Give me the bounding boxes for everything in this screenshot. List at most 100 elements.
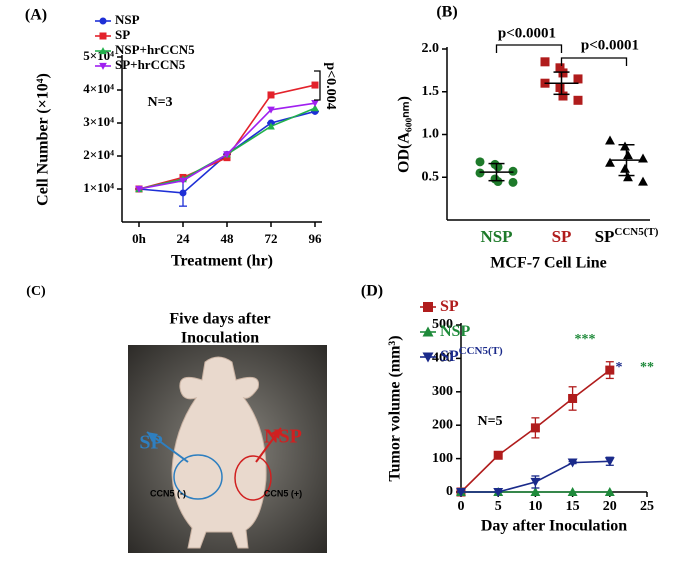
panel-label: (A) — [25, 7, 47, 24]
side-label: NSP — [264, 426, 302, 448]
marker — [267, 122, 275, 130]
category-text: 24 — [177, 231, 191, 246]
marker — [555, 82, 565, 92]
panel-label: (D) — [361, 283, 383, 300]
legend-label: SP — [440, 298, 459, 315]
marker — [558, 91, 568, 101]
annotation: N=5 — [477, 414, 502, 429]
marker — [567, 487, 578, 497]
x-tick-label: 10 — [528, 499, 542, 514]
marker — [573, 95, 583, 105]
site-label: CCN5 (+) — [264, 488, 302, 498]
marker — [573, 74, 583, 84]
marker — [540, 57, 550, 67]
marker — [567, 458, 578, 468]
marker — [623, 150, 633, 160]
marker — [638, 176, 648, 186]
legend-text: NSP — [440, 323, 470, 340]
series-line — [138, 107, 316, 190]
series-line — [138, 102, 316, 190]
annotation: N=3 — [147, 95, 172, 110]
marker — [311, 104, 319, 112]
marker — [99, 47, 107, 55]
x-tick-label: 48 — [221, 231, 235, 246]
marker — [423, 302, 433, 312]
y-axis-label: Cell Number (×10⁴) — [35, 73, 52, 206]
x-axis-label: Treatment (hr) — [171, 253, 273, 270]
category-text: SP — [595, 227, 615, 246]
x-tick-label: NSP — [480, 227, 512, 246]
marker — [604, 487, 615, 497]
y-tick-label: 400 — [432, 351, 453, 366]
marker — [311, 100, 319, 108]
y-tick-label: 1.5 — [422, 84, 440, 99]
category-text: 48 — [221, 231, 235, 246]
marker — [604, 457, 615, 467]
site-label: CCN5 (-) — [150, 488, 186, 498]
y-tick-label: 1.0 — [422, 127, 440, 142]
marker — [530, 423, 540, 433]
marker — [179, 177, 187, 185]
legend-text: SP+hrCCN5 — [115, 57, 186, 72]
significance-bracket — [560, 57, 628, 66]
legend-text: SP — [440, 298, 459, 315]
y-axis-label: Tumor volume (mm³) — [387, 335, 404, 481]
x-tick-label: 15 — [566, 499, 580, 514]
category-text: 0h — [132, 231, 147, 246]
annotation: p<0.0001 — [498, 25, 556, 41]
y-tick-label: 1×10⁴ — [83, 180, 114, 195]
category-text: 72 — [265, 231, 278, 246]
x-tick-label: SP — [552, 227, 572, 246]
marker — [605, 157, 615, 167]
legend-label: NSP+hrCCN5 — [115, 42, 195, 57]
x-tick-label: 20 — [603, 499, 617, 514]
x-tick-label: 24 — [177, 231, 191, 246]
marker — [530, 477, 541, 487]
y-tick-label: 2.0 — [422, 41, 440, 56]
x-axis-label: Day after Inoculation — [481, 518, 627, 535]
marker — [620, 163, 630, 173]
x-tick-label: 5 — [495, 499, 502, 514]
category-text: SP — [552, 227, 572, 246]
marker — [456, 487, 466, 497]
annotation: p<0.004 — [323, 62, 338, 109]
marker — [475, 157, 485, 167]
sd-bar — [553, 71, 570, 96]
marker — [422, 352, 434, 363]
marker — [530, 487, 541, 497]
legend-superscript: CCN5(T) — [459, 345, 503, 357]
y-axis-label: OD(A₆₀₀ₙₘ) — [396, 96, 413, 173]
marker — [267, 91, 275, 99]
y-tick-label: 4×10⁴ — [83, 81, 114, 96]
marker — [493, 487, 504, 497]
x-tick-label: 96 — [309, 231, 323, 246]
y-tick-label: 3×10⁴ — [83, 114, 114, 129]
y-tick-label: 0 — [446, 484, 453, 499]
y-tick-label: 200 — [432, 417, 453, 432]
mouse — [171, 356, 267, 549]
nsp-arrowhead — [271, 428, 281, 439]
y-tick-label: 500 — [432, 317, 453, 332]
panel-label: (C) — [26, 284, 46, 299]
marker — [267, 106, 275, 114]
nsp-circle — [234, 455, 272, 501]
marker — [99, 17, 107, 25]
x-axis-label: MCF-7 Cell Line — [490, 255, 606, 272]
marker — [422, 326, 434, 337]
legend-label: SP+hrCCN5 — [115, 57, 186, 72]
marker — [568, 393, 578, 403]
y-tick-label: 2×10⁴ — [83, 147, 114, 162]
photo-title: Five days after — [169, 311, 270, 328]
significance-bracket — [314, 70, 321, 101]
marker — [638, 153, 648, 163]
marker — [179, 189, 187, 197]
annotation: ** — [640, 360, 654, 375]
x-tick-label: 0h — [132, 231, 147, 246]
marker — [99, 62, 107, 70]
y-tick-label: 300 — [432, 384, 453, 399]
legend-text: SP — [440, 348, 459, 365]
marker — [623, 172, 633, 182]
sp-circle — [173, 454, 223, 500]
category-text: 96 — [309, 231, 323, 246]
